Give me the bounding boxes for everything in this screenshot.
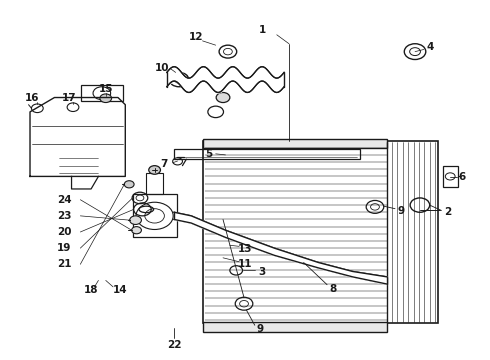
Text: 17: 17	[62, 93, 76, 103]
Text: 9: 9	[256, 324, 263, 334]
Circle shape	[149, 166, 160, 174]
Text: 18: 18	[84, 285, 98, 296]
Text: 13: 13	[238, 244, 252, 254]
Text: 22: 22	[167, 340, 181, 350]
Text: 8: 8	[329, 284, 337, 294]
Text: 5: 5	[205, 149, 212, 159]
Bar	[81, 85, 123, 101]
Text: 14: 14	[113, 285, 128, 296]
Bar	[147, 173, 163, 194]
Text: 3: 3	[259, 267, 266, 277]
Text: 15: 15	[98, 84, 113, 94]
Text: 6: 6	[459, 172, 466, 182]
Text: 21: 21	[57, 259, 72, 269]
Circle shape	[216, 93, 230, 103]
Bar	[443, 166, 458, 187]
Text: 9: 9	[398, 206, 405, 216]
Text: 16: 16	[25, 93, 40, 103]
Bar	[203, 140, 438, 323]
Text: 11: 11	[238, 259, 252, 269]
Text: 10: 10	[155, 63, 169, 73]
Bar	[203, 321, 387, 332]
Circle shape	[124, 181, 134, 188]
Text: 7: 7	[161, 159, 168, 169]
Text: 23: 23	[57, 211, 72, 221]
Circle shape	[100, 94, 112, 103]
Text: 2: 2	[444, 207, 451, 217]
Circle shape	[130, 216, 142, 225]
Text: 24: 24	[57, 195, 72, 205]
Bar	[133, 194, 176, 237]
Text: 1: 1	[259, 25, 266, 35]
Text: 20: 20	[57, 227, 72, 237]
Text: 4: 4	[427, 42, 434, 51]
Bar	[174, 149, 360, 159]
Text: 19: 19	[57, 243, 72, 253]
Circle shape	[132, 226, 142, 234]
Bar	[203, 139, 387, 148]
Text: 12: 12	[189, 32, 203, 42]
